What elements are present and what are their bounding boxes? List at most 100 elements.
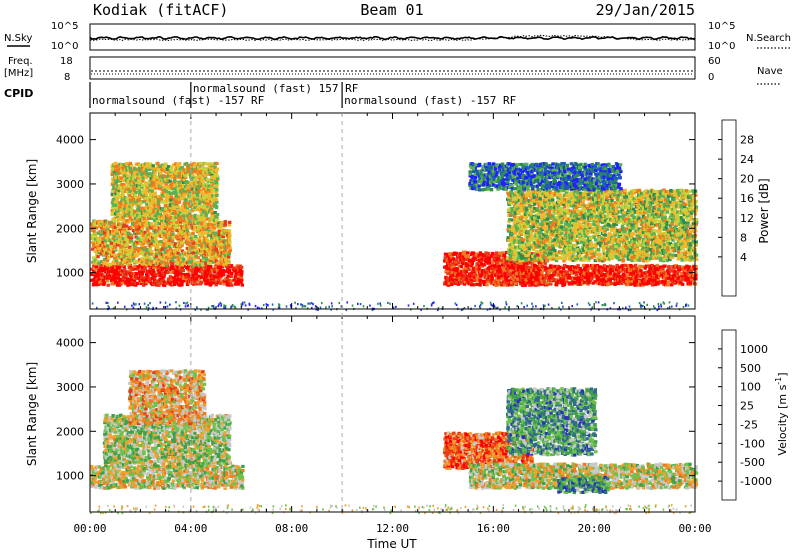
echo-cell (137, 181, 141, 185)
echo-cell (151, 239, 155, 243)
echo-cell (239, 280, 243, 284)
echo-cell (664, 276, 669, 280)
echo-cell (600, 270, 604, 274)
echo-cell (450, 262, 454, 266)
echo-cell (117, 189, 122, 193)
echo-cell (472, 277, 477, 281)
echo-cell (511, 225, 515, 229)
echo-cell (205, 258, 209, 262)
echo-cell (146, 274, 150, 278)
echo-cell (106, 232, 110, 236)
echo-cell (539, 261, 543, 265)
echo-cell (482, 282, 487, 286)
echo-cell (506, 191, 510, 195)
echo-cell (587, 275, 591, 279)
echo-cell (583, 266, 587, 270)
echo-cell (178, 167, 182, 171)
echo-cell (161, 221, 165, 225)
echo-cell (217, 224, 221, 228)
echo-cell (150, 252, 154, 256)
nsearch-tick-low: 10^0 (708, 41, 735, 52)
echo-cell (223, 260, 227, 264)
echo-cell (538, 197, 542, 201)
echo-cell (204, 189, 208, 193)
echo-cell (192, 254, 196, 259)
echo-cell (506, 279, 510, 283)
echo-cell (137, 220, 141, 224)
echo-cell (211, 245, 215, 249)
echo-cell (214, 190, 218, 194)
echo-cell (202, 170, 206, 174)
echo-cell (187, 237, 192, 241)
echo-cell (232, 266, 236, 270)
echo-cell (220, 257, 224, 261)
echo-cell (529, 215, 533, 219)
echo-cell (602, 264, 606, 268)
echo-cell (507, 220, 511, 224)
echo-cell (182, 257, 186, 261)
echo-cell (184, 252, 188, 256)
echo-cell (145, 220, 150, 224)
echo-cell (447, 281, 451, 285)
echo-cell (178, 271, 183, 275)
echo-cell (543, 218, 547, 222)
echo-cell (159, 225, 163, 229)
echo-cell (534, 245, 538, 249)
echo-cell (180, 165, 184, 169)
echo-cell (157, 186, 162, 191)
echo-cell (141, 257, 145, 262)
echo-cell (200, 280, 204, 284)
echo-cell (130, 255, 134, 259)
echo-cell (521, 265, 525, 269)
echo-cell (128, 216, 133, 220)
echo-cell (163, 203, 168, 208)
echo-cell (472, 267, 476, 271)
echo-cell (605, 269, 609, 273)
echo-cell (652, 280, 656, 285)
echo-cell (178, 265, 182, 269)
echo-cell (136, 208, 140, 212)
echo-cell (490, 274, 494, 278)
echo-cell (164, 263, 168, 267)
echo-cell (118, 249, 122, 253)
echo-cell (557, 274, 561, 278)
echo-cell (106, 256, 111, 260)
echo-cell (111, 180, 115, 184)
echo-cell (138, 278, 142, 283)
echo-cell (132, 279, 137, 283)
echo-cell (544, 215, 548, 219)
echo-cell (205, 169, 209, 173)
echo-cell (213, 165, 217, 169)
echo-cell (122, 243, 126, 247)
echo-cell (544, 256, 548, 260)
echo-cell (123, 196, 127, 200)
echo-cell (148, 236, 153, 240)
date-title: 29/Jan/2015 (596, 1, 695, 19)
echo-cell (542, 280, 547, 284)
echo-cell (159, 214, 164, 218)
echo-cell (498, 251, 502, 255)
echo-cell (196, 230, 200, 234)
echo-cell (200, 190, 204, 195)
echo-cell (180, 177, 184, 181)
echo-cell (560, 279, 564, 283)
echo-cell (131, 191, 135, 195)
echo-cell (521, 220, 525, 224)
echo-cell (460, 270, 464, 274)
echo-cell (105, 279, 109, 283)
echo-cell (691, 278, 695, 282)
echo-cell (225, 246, 229, 250)
echo-cell (153, 181, 157, 186)
echo-cell (562, 272, 567, 276)
echo-cell (160, 248, 164, 252)
echo-cell (140, 185, 144, 189)
echo-cell (124, 282, 128, 286)
echo-cell (178, 278, 182, 282)
echo-cell (166, 167, 170, 171)
echo-cell (181, 276, 186, 280)
echo-cell (179, 273, 183, 277)
echo-cell (684, 274, 688, 278)
echo-cell (152, 282, 156, 286)
echo-cell (630, 279, 635, 284)
echo-cell (527, 206, 532, 210)
